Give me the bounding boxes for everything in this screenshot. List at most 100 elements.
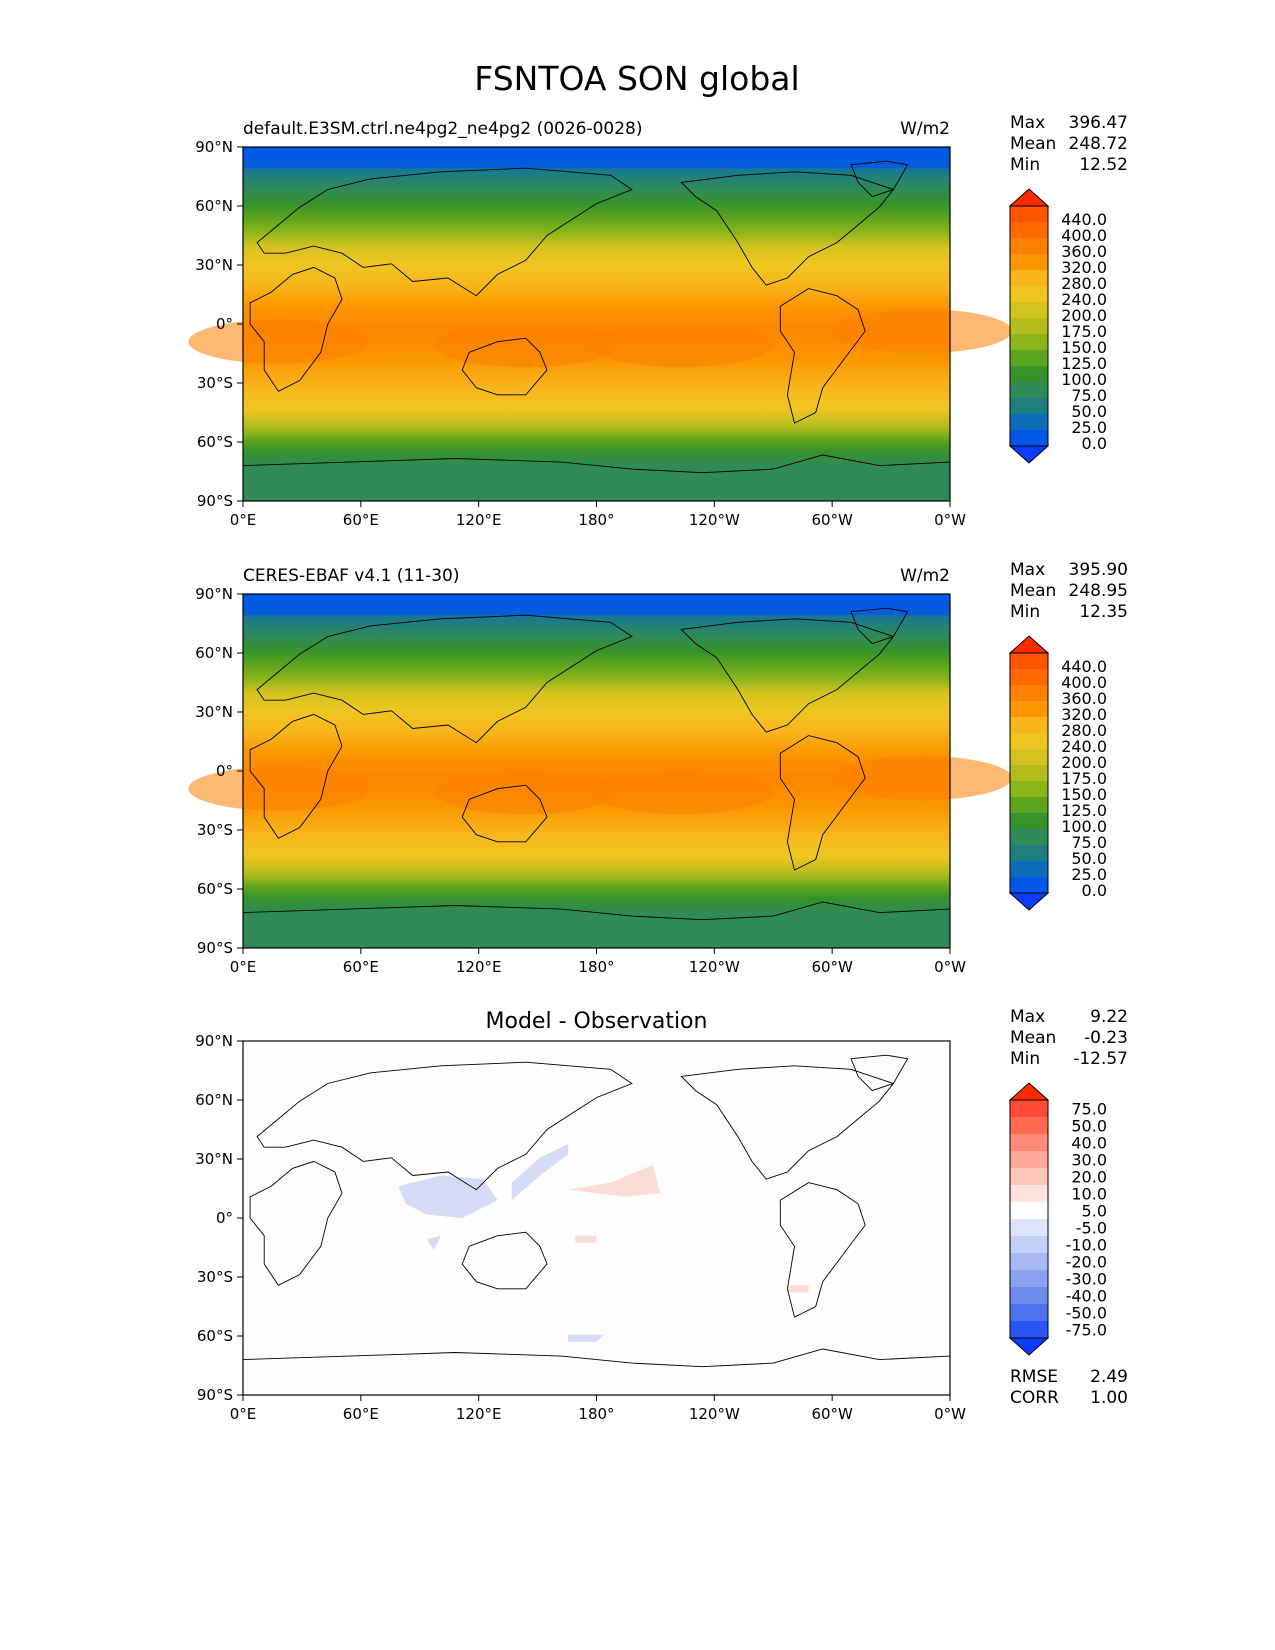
colorbar-segment — [1010, 1287, 1048, 1304]
stat-label: Max — [1010, 113, 1045, 133]
panel-units: W/m2 — [900, 566, 950, 586]
lon-tick-label: 0°E — [230, 1405, 257, 1423]
coastline — [779, 735, 866, 871]
colorbar-level-label: 200.0 — [1061, 753, 1107, 772]
anomaly-region — [568, 1334, 604, 1342]
colorbar-level-label: 75.0 — [1071, 833, 1107, 852]
colorbar-segment — [1010, 1304, 1048, 1321]
panel-test: default.E3SM.ctrl.ne4pg2_ne4pg2 (0026-00… — [188, 113, 1128, 529]
colorbar-segment — [1010, 382, 1048, 398]
colorbar-level-label: 20.0 — [1071, 1168, 1107, 1187]
anomaly-region — [426, 1235, 441, 1250]
lat-tick-label: 30°S — [197, 1268, 233, 1286]
coastline — [779, 288, 866, 424]
colorbar-level-label: -5.0 — [1076, 1219, 1107, 1238]
extra-stat-label: CORR — [1010, 1388, 1059, 1408]
lat-tick-label: 60°N — [195, 644, 233, 662]
field-maximum-region — [591, 770, 772, 815]
colorbar-level-label: 150.0 — [1061, 338, 1107, 357]
colorbar-segment — [1010, 414, 1048, 430]
colorbar-segment — [1010, 1117, 1048, 1134]
stat-label: Min — [1010, 602, 1040, 622]
colorbar-level-label: -75.0 — [1066, 1321, 1107, 1340]
lat-tick-label: 90°S — [197, 939, 233, 957]
lon-tick-label: 120°E — [456, 1405, 502, 1423]
anomaly-region — [398, 1175, 498, 1218]
colorbar-level-label: -20.0 — [1066, 1253, 1107, 1272]
field-maximum-region — [188, 766, 369, 811]
extra-stat-label: RMSE — [1010, 1367, 1058, 1387]
colorbar-level-label: 440.0 — [1061, 657, 1107, 676]
colorbar-level-label: 25.0 — [1071, 865, 1107, 884]
panel-units: W/m2 — [900, 119, 950, 139]
field-maximum-region — [831, 756, 1012, 801]
colorbar-level-label: 150.0 — [1061, 785, 1107, 804]
anomaly-region — [568, 1164, 661, 1197]
coastline — [850, 607, 909, 645]
coastline — [249, 713, 343, 839]
colorbar-level-label: 5.0 — [1082, 1202, 1107, 1221]
colorbar-segment — [1010, 829, 1048, 845]
colorbar-segment — [1010, 1219, 1048, 1236]
lon-tick-label: 60°E — [343, 511, 379, 529]
colorbar-frame — [1009, 205, 1049, 447]
coastline — [850, 1054, 909, 1092]
stat-label: Mean — [1010, 1028, 1056, 1048]
colorbar-segment — [1010, 813, 1048, 829]
lat-tick-label: 0° — [216, 315, 233, 333]
colorbar-frame — [1009, 652, 1049, 894]
colorbar-segment — [1010, 765, 1048, 781]
lon-tick-label: 180° — [578, 1405, 614, 1423]
colorbar-segment — [1010, 286, 1048, 302]
lat-tick-label: 90°S — [197, 492, 233, 510]
stat-label: Mean — [1010, 134, 1056, 154]
colorbar-level-label: 175.0 — [1061, 322, 1107, 341]
panel-diff: Model - Observation 0°E 60°E 120°E 180° 120°W… — [195, 1007, 1128, 1423]
lat-tick-label: 60°S — [197, 1327, 233, 1345]
colorbar-level-label: 40.0 — [1071, 1134, 1107, 1153]
stat-label: Max — [1010, 560, 1045, 580]
colorbar-segment — [1010, 749, 1048, 765]
colorbar-segment — [1010, 1253, 1048, 1270]
lat-tick-label: 60°N — [195, 197, 233, 215]
coastline — [680, 171, 895, 286]
colorbar-level-label: 360.0 — [1061, 242, 1107, 261]
extra-stat-value: 2.49 — [1090, 1367, 1128, 1387]
panels-root: default.E3SM.ctrl.ne4pg2_ne4pg2 (0026-00… — [188, 113, 1128, 1423]
colorbar-level-label: -50.0 — [1066, 1304, 1107, 1323]
lat-tick-label: 30°N — [195, 256, 233, 274]
colorbar-extend-bottom — [1008, 892, 1050, 911]
field-maximum-region — [435, 323, 616, 368]
coastline — [779, 1182, 866, 1318]
colorbar-level-label: 75.0 — [1071, 1100, 1107, 1119]
stat-value: 395.90 — [1069, 560, 1128, 580]
coastline — [680, 618, 895, 733]
colorbar-extend-top — [1008, 188, 1050, 207]
lon-tick-label: 0°E — [230, 958, 257, 976]
colorbar-segment — [1010, 398, 1048, 414]
colorbar-level-label: 400.0 — [1061, 673, 1107, 692]
colorbar-level-label: 25.0 — [1071, 418, 1107, 437]
colorbar-segment — [1010, 685, 1048, 701]
coastline — [242, 1348, 951, 1368]
panel-ref: CERES-EBAF v4.1 (11-30) W/m2 0°E 60°E 120°E 1… — [188, 560, 1128, 976]
lat-tick-label: 90°N — [195, 585, 233, 603]
colorbar-segment — [1010, 334, 1048, 350]
colorbar-level-label: 240.0 — [1061, 290, 1107, 309]
colorbar-segment — [1010, 1185, 1048, 1202]
lat-tick-label: 30°S — [197, 374, 233, 392]
lon-tick-label: 60°W — [811, 511, 853, 529]
stat-value: 9.22 — [1090, 1007, 1128, 1027]
colorbar-level-label: -30.0 — [1066, 1270, 1107, 1289]
lon-tick-label: 60°W — [811, 1405, 853, 1423]
field-maximum-region — [591, 323, 772, 368]
coastline — [256, 1061, 633, 1191]
lat-tick-label: 90°N — [195, 1032, 233, 1050]
coastline — [461, 1231, 548, 1290]
field-maximum-region — [435, 770, 616, 815]
colorbar-segment — [1010, 270, 1048, 286]
map-field — [243, 594, 950, 948]
colorbar-level-label: 240.0 — [1061, 737, 1107, 756]
colorbar-segment — [1010, 877, 1048, 893]
